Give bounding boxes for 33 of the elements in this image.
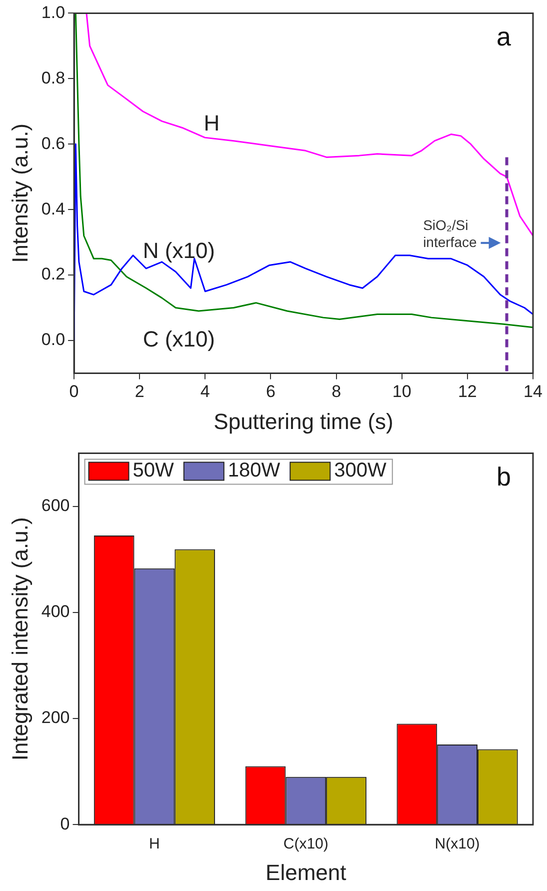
x-tick-label: 14 [524, 382, 542, 402]
y-tick-label: 0.2 [41, 264, 66, 284]
x-tick-label: 4 [200, 382, 210, 402]
legend-label: 180W [228, 460, 280, 482]
x-tick-label: 6 [266, 382, 276, 402]
x-tick-label: N(x10) [434, 836, 480, 853]
annotation: a [496, 21, 512, 52]
y-tick-label: 1.0 [41, 2, 66, 22]
x-tick-label: 12 [458, 382, 477, 402]
x-axis-title: Sputtering time (s) [214, 408, 394, 434]
y-tick-label: 0 [60, 814, 70, 834]
y-tick-label: 0.4 [41, 199, 66, 218]
x-tick-label: 10 [392, 382, 412, 402]
x-tick-label: C(x10) [283, 836, 328, 853]
x-axis-title: Element [266, 860, 346, 885]
ref-line-label: SiO₂/Si interface [423, 216, 477, 250]
y-tick-label: 0.6 [41, 134, 66, 153]
series-label: H [204, 110, 220, 136]
y-tick-label: 600 [41, 496, 70, 515]
legend-label: 50W [132, 460, 174, 482]
y-tick-label: 200 [41, 708, 70, 728]
x-tick-label: 2 [134, 382, 144, 402]
y-axis-title: Integrated intensity (a.u.) [7, 517, 32, 761]
x-tick-label: 8 [332, 382, 342, 402]
annotation: b [496, 461, 511, 492]
x-tick-label: H [149, 836, 160, 853]
series-label: C (x10) [142, 326, 215, 352]
y-tick-label: 400 [41, 602, 70, 622]
series-label: N (x10) [142, 238, 215, 264]
y-tick-label: 0.8 [41, 68, 66, 88]
y-tick-label: 0.0 [41, 330, 66, 350]
legend-label: 300W [334, 460, 386, 482]
y-axis-title: Intensity (a.u.) [7, 124, 32, 263]
